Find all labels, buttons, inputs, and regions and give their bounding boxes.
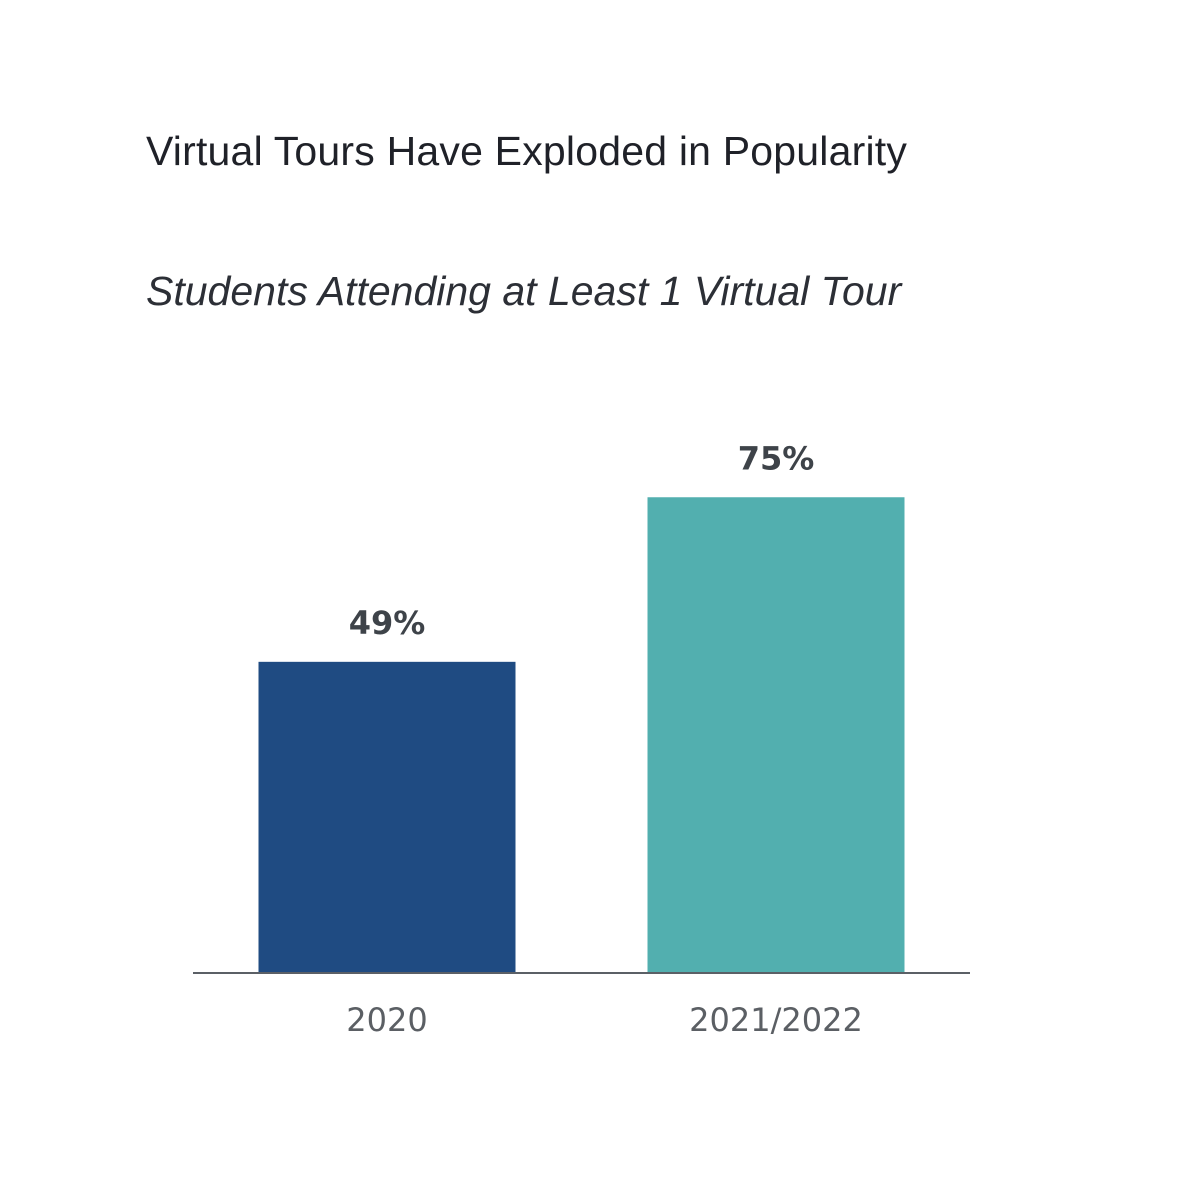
bar-2020 xyxy=(258,661,516,972)
chart-title: Virtual Tours Have Exploded in Popularit… xyxy=(146,128,908,174)
x-tick-label-2020: 2020 xyxy=(346,1001,427,1039)
bar-2021-2022 xyxy=(647,497,905,972)
data-label-2021-2022: 75% xyxy=(738,439,815,477)
chart-subtitle: Students Attending at Least 1 Virtual To… xyxy=(146,268,902,314)
data-label-2020: 49% xyxy=(349,604,426,642)
x-tick-label-2021-2022: 2021/2022 xyxy=(689,1001,863,1039)
